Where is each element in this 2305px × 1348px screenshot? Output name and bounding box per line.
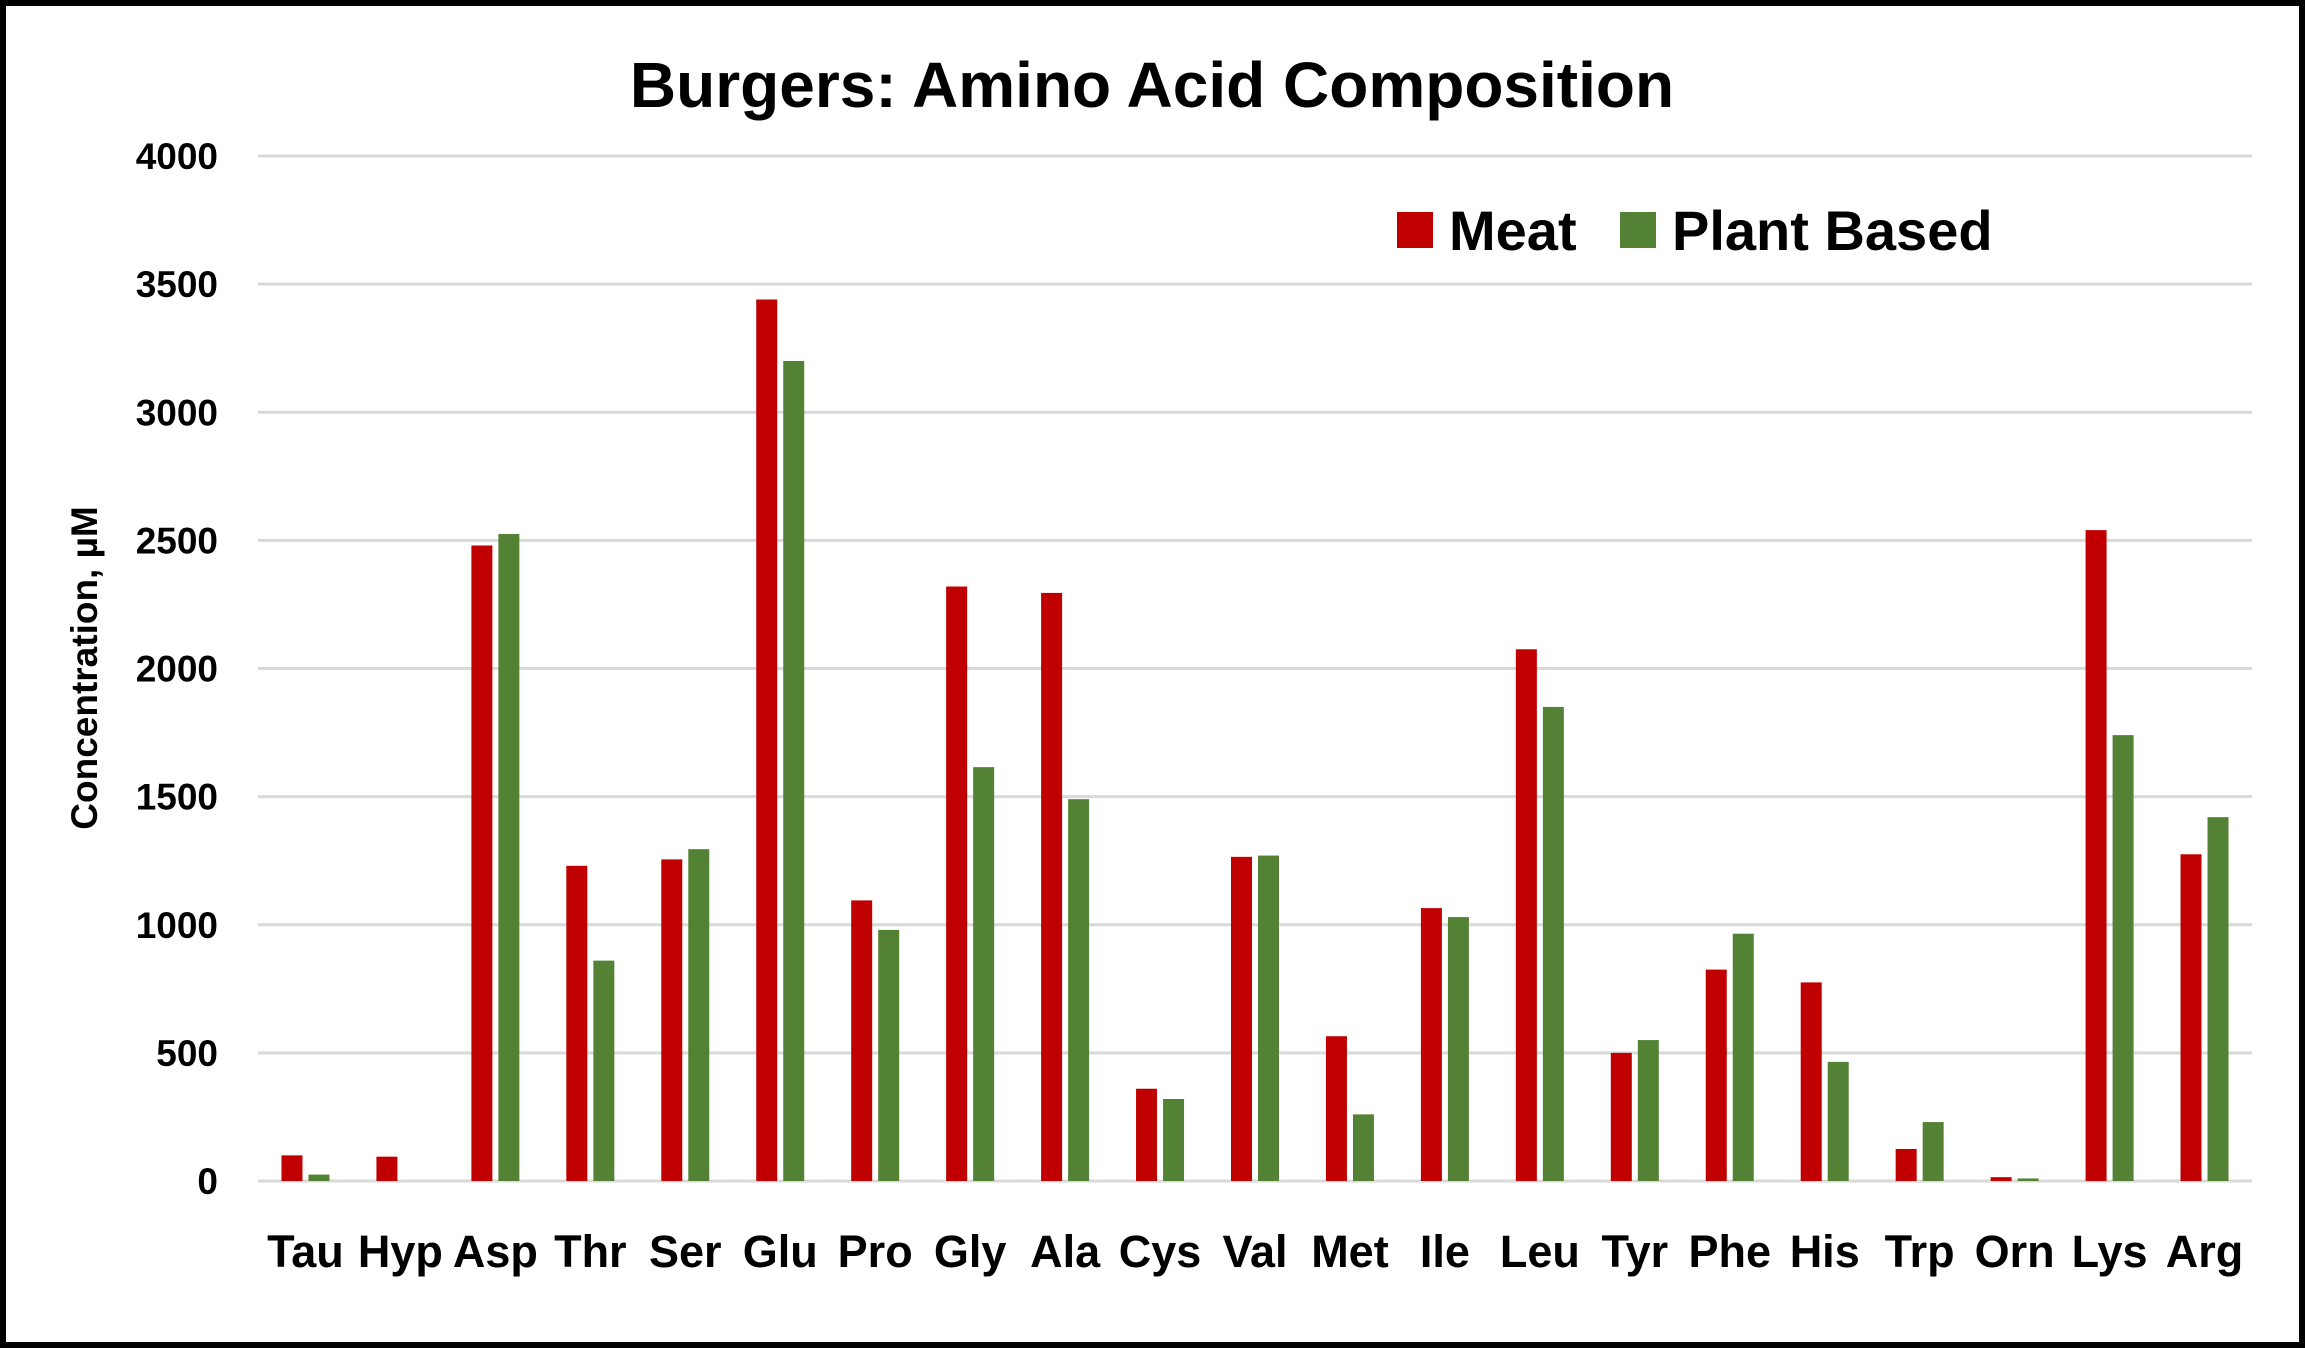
bar-meat-ile [1420, 908, 1442, 1181]
x-axis-ticks: Tau Hyp Asp Thr Ser Glu Pro Gly Ala Cys Val Met Ile L… [267, 1226, 2243, 1277]
bar-meat-phe [1705, 969, 1727, 1181]
y-tick-label: 2500 [136, 520, 218, 561]
x-tick-label-orn: Orn [1975, 1226, 2055, 1277]
bar-plant-based-arg [2207, 817, 2229, 1181]
x-tick-label-gly: Gly [934, 1226, 1007, 1277]
bar-plant-based-phe [1732, 933, 1754, 1181]
bar-plant-based-glu [783, 361, 805, 1181]
bar-meat-val [1231, 856, 1252, 1181]
x-tick-label-ile: Ile [1420, 1226, 1470, 1277]
bar-meat-trp [1895, 1148, 1917, 1181]
x-tick-label-pro: Pro [838, 1226, 913, 1277]
bar-plant-based-tyr [1637, 1040, 1659, 1181]
legend-label-meat: Meat [1449, 199, 1577, 262]
bar-plant-based-pro [878, 929, 900, 1181]
bar-meat-tau [281, 1155, 303, 1181]
x-tick-label-ser: Ser [649, 1226, 722, 1277]
bar-meat-pro [851, 900, 873, 1181]
gridlines [258, 154, 2252, 1183]
y-tick-label: 0 [197, 1161, 218, 1202]
legend-swatch-meat [1397, 212, 1433, 248]
x-tick-label-tyr: Tyr [1601, 1226, 1668, 1277]
x-tick-label-trp: Trp [1885, 1226, 1955, 1277]
bar-meat-ala [1041, 592, 1063, 1181]
bar-meat-lys [2085, 530, 2107, 1181]
bar-meat-ser [661, 859, 683, 1181]
x-tick-label-met: Met [1311, 1226, 1389, 1277]
bar-meat-his [1800, 982, 1822, 1181]
bar-meat-orn [1990, 1177, 2012, 1181]
x-tick-label-tau: Tau [267, 1226, 344, 1277]
y-tick-label: 2000 [136, 649, 218, 690]
bar-meat-gly [946, 586, 968, 1181]
bar-plant-based-met [1352, 1114, 1374, 1181]
bar-plant-based-gly [973, 767, 995, 1181]
bar-meat-leu [1515, 649, 1537, 1181]
x-tick-label-val: Val [1222, 1226, 1287, 1277]
y-tick-label: 3500 [136, 264, 218, 305]
bar-meat-thr [566, 865, 588, 1181]
bar-plant-based-cys [1163, 1099, 1185, 1181]
bar-meat-glu [756, 299, 778, 1181]
bar-plant-based-val [1258, 855, 1279, 1181]
y-tick-label: 1500 [136, 777, 218, 818]
x-tick-label-leu: Leu [1500, 1226, 1580, 1277]
bar-plant-based-ile [1447, 917, 1469, 1181]
y-tick-label: 3000 [136, 392, 218, 433]
x-tick-label-glu: Glu [743, 1226, 818, 1277]
x-tick-label-asp: Asp [453, 1226, 538, 1277]
bar-meat-arg [2180, 854, 2202, 1181]
bar-meat-cys [1136, 1088, 1158, 1181]
x-tick-label-ala: Ala [1030, 1226, 1101, 1277]
bar-meat-tyr [1610, 1052, 1632, 1181]
bar-meat-asp [471, 545, 493, 1181]
bar-plant-based-leu [1542, 706, 1564, 1181]
bar-plant-based-asp [498, 533, 520, 1181]
y-tick-label: 500 [156, 1033, 218, 1074]
legend-label-plant-based: Plant Based [1672, 199, 1993, 262]
y-tick-label: 4000 [136, 136, 218, 177]
x-tick-label-his: His [1790, 1226, 1860, 1277]
legend-swatch-plant-based [1620, 212, 1656, 248]
bar-plant-based-ala [1068, 799, 1090, 1181]
bar-plant-based-his [1827, 1061, 1849, 1181]
y-axis-label: Concentration, µM [64, 506, 105, 829]
bar-plant-based-trp [1922, 1122, 1944, 1181]
x-tick-label-cys: Cys [1119, 1226, 1202, 1277]
bar-meat-met [1325, 1036, 1347, 1181]
bar-meat-hyp [376, 1156, 398, 1181]
x-tick-label-thr: Thr [554, 1226, 627, 1277]
x-tick-label-lys: Lys [2072, 1226, 2148, 1277]
bar-plant-based-lys [2112, 735, 2134, 1181]
chart-title: Burgers: Amino Acid Composition [630, 49, 1674, 121]
x-tick-label-arg: Arg [2166, 1226, 2244, 1277]
y-tick-label: 1000 [136, 905, 218, 946]
bar-plant-based-orn [2017, 1178, 2039, 1181]
legend: Meat Plant Based [1397, 199, 1993, 262]
bar-plant-based-thr [593, 960, 615, 1181]
bar-plant-based-tau [308, 1174, 330, 1181]
bars [281, 299, 2229, 1181]
bar-plant-based-ser [688, 849, 710, 1181]
y-axis-ticks: 0 500 1000 1500 2000 2500 3000 3500 4000 [136, 136, 218, 1202]
x-tick-label-hyp: Hyp [358, 1226, 443, 1277]
x-tick-label-phe: Phe [1688, 1226, 1771, 1277]
